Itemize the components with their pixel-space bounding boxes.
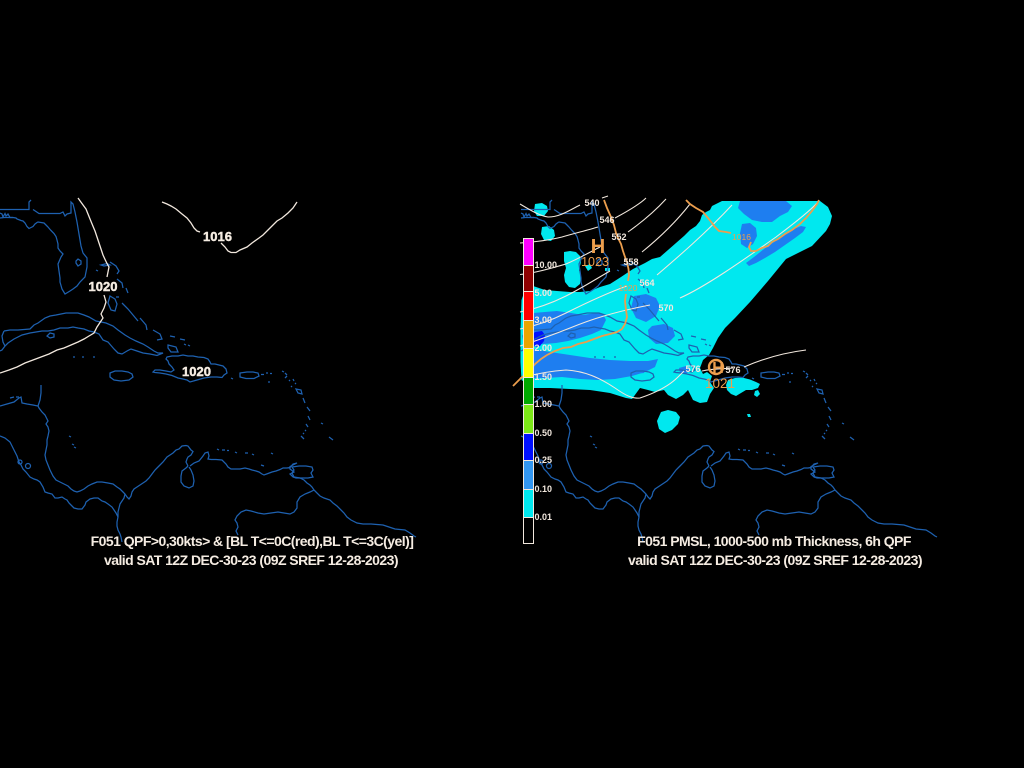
- svg-text:1016: 1016: [732, 232, 751, 242]
- svg-text:564: 564: [639, 278, 654, 288]
- svg-text:1020: 1020: [619, 283, 638, 293]
- svg-text:3.00: 3.00: [535, 315, 553, 325]
- svg-text:570: 570: [658, 303, 673, 313]
- svg-text:0.50: 0.50: [535, 428, 553, 438]
- svg-text:1020: 1020: [182, 364, 211, 379]
- svg-text:1016: 1016: [203, 229, 232, 244]
- svg-text:valid SAT 12Z DEC-30-23 (09Z S: valid SAT 12Z DEC-30-23 (09Z SREF 12-28-…: [104, 552, 398, 568]
- svg-text:552: 552: [611, 232, 626, 242]
- svg-text:576: 576: [685, 364, 700, 374]
- svg-text:1021: 1021: [705, 376, 735, 391]
- svg-text:10.00: 10.00: [535, 260, 558, 270]
- svg-text:F051 PMSL, 1000-500 mb Thickne: F051 PMSL, 1000-500 mb Thickness, 6h QPF: [637, 533, 912, 549]
- svg-text:576: 576: [725, 365, 740, 375]
- svg-text:5.00: 5.00: [535, 288, 553, 298]
- svg-text:valid SAT 12Z DEC-30-23 (09Z S: valid SAT 12Z DEC-30-23 (09Z SREF 12-28-…: [628, 552, 922, 568]
- svg-text:558: 558: [623, 257, 638, 267]
- svg-text:0.25: 0.25: [535, 455, 553, 465]
- svg-text:0.10: 0.10: [535, 484, 553, 494]
- svg-text:H: H: [591, 236, 605, 258]
- svg-text:546: 546: [599, 215, 614, 225]
- svg-text:2.00: 2.00: [535, 343, 553, 353]
- svg-text:1020: 1020: [89, 279, 118, 294]
- svg-text:0.01: 0.01: [535, 512, 553, 522]
- svg-text:1.50: 1.50: [535, 372, 553, 382]
- svg-text:1.00: 1.00: [535, 399, 553, 409]
- svg-text:540: 540: [584, 198, 599, 208]
- svg-text:H: H: [712, 360, 724, 377]
- svg-text:F051 QPF>0,30kts> & [BL T<=0C(: F051 QPF>0,30kts> & [BL T<=0C(red),BL T<…: [91, 533, 414, 549]
- svg-text:1023: 1023: [581, 255, 609, 269]
